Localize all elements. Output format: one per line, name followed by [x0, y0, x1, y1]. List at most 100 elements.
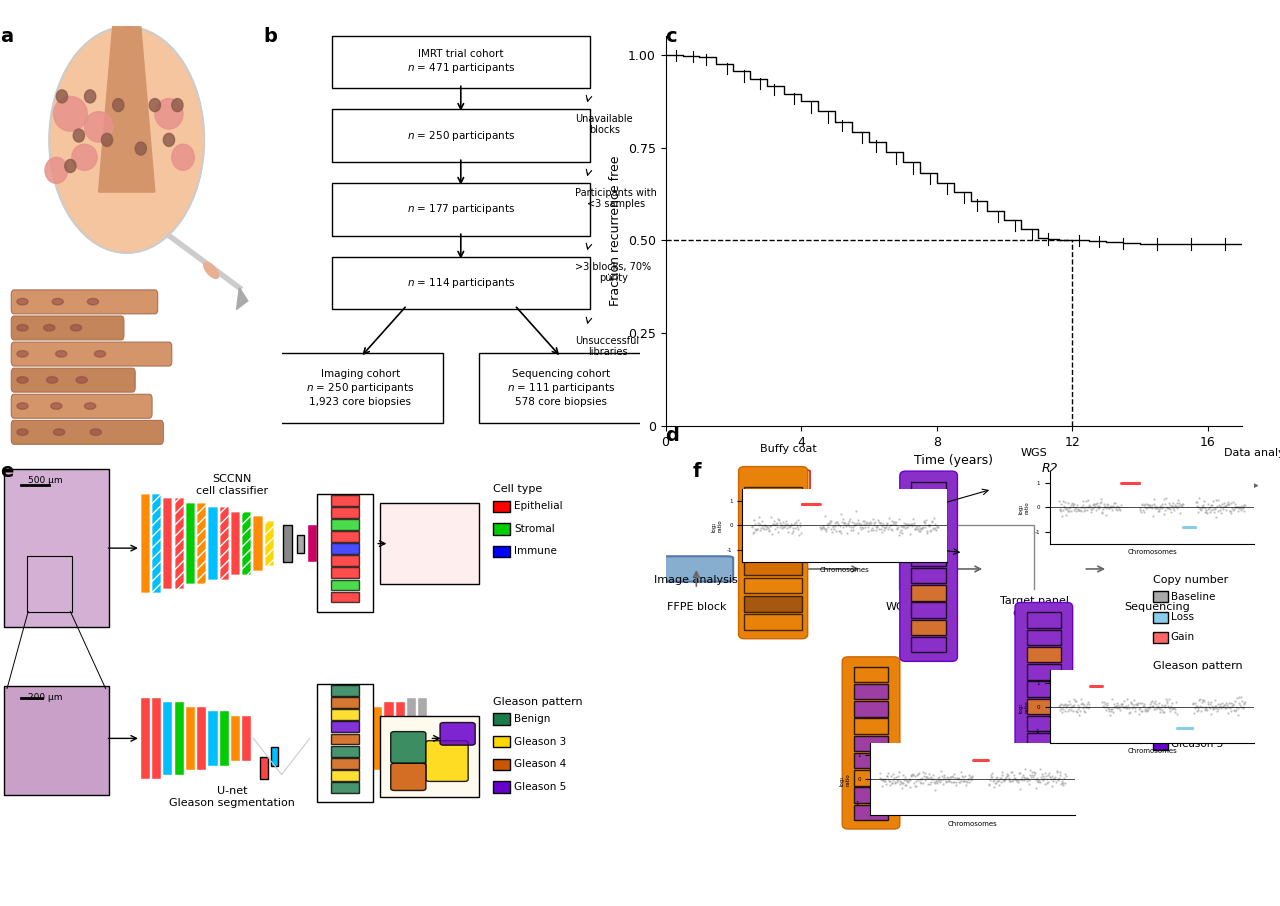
Point	[1105, 699, 1125, 714]
Point	[1231, 503, 1252, 517]
Point	[1125, 476, 1146, 490]
Point	[878, 519, 899, 534]
Point	[1029, 775, 1050, 789]
Point	[796, 496, 817, 511]
Point	[1181, 721, 1202, 736]
Point	[1116, 476, 1137, 490]
Point	[896, 773, 916, 787]
Point	[1229, 500, 1249, 515]
Point	[1005, 770, 1025, 785]
Text: e: e	[0, 462, 13, 481]
Point	[1082, 679, 1102, 693]
Point	[1074, 504, 1094, 518]
Point	[982, 766, 1002, 780]
Point	[984, 776, 1005, 790]
Point	[1065, 703, 1085, 718]
Point	[867, 523, 887, 537]
Point	[876, 520, 896, 535]
Point	[1178, 519, 1198, 534]
Point	[1062, 498, 1083, 513]
Point	[1101, 703, 1121, 718]
Point	[1029, 775, 1050, 789]
Text: Image analysis: Image analysis	[654, 574, 739, 585]
Point	[768, 512, 788, 526]
Point	[992, 765, 1012, 779]
Point	[979, 773, 1000, 787]
Point	[1128, 476, 1148, 490]
Point	[883, 517, 904, 532]
Point	[1208, 493, 1229, 507]
Point	[797, 496, 818, 511]
FancyBboxPatch shape	[1153, 591, 1167, 602]
Point	[756, 519, 777, 534]
Point	[1057, 496, 1078, 510]
Point	[1016, 771, 1037, 786]
Point	[897, 516, 918, 531]
Point	[1202, 498, 1222, 513]
Point	[1056, 507, 1076, 522]
FancyBboxPatch shape	[4, 469, 109, 628]
Point	[1192, 499, 1212, 514]
Point	[1080, 679, 1101, 693]
Point	[858, 519, 878, 534]
Point	[1019, 773, 1039, 787]
Point	[1193, 693, 1213, 708]
Point	[1188, 505, 1208, 519]
Point	[1137, 497, 1157, 512]
Point	[1206, 510, 1226, 525]
Point	[1208, 702, 1229, 717]
Point	[1176, 519, 1197, 534]
Point	[1129, 476, 1149, 490]
Point	[1128, 476, 1148, 490]
Point	[787, 518, 808, 533]
Point	[794, 496, 814, 511]
Point	[901, 769, 922, 784]
Point	[1135, 702, 1156, 717]
Point	[1023, 770, 1043, 785]
Point	[1178, 721, 1198, 736]
Point	[791, 525, 812, 540]
FancyBboxPatch shape	[12, 290, 157, 313]
Point	[1084, 679, 1105, 693]
Point	[1103, 705, 1124, 719]
Point	[1051, 774, 1071, 788]
Point	[886, 769, 906, 784]
Point	[923, 511, 943, 525]
Point	[1180, 721, 1201, 736]
Point	[929, 769, 950, 784]
Point	[842, 520, 863, 535]
Point	[1064, 496, 1084, 511]
Point	[1100, 501, 1120, 516]
Point	[1198, 697, 1219, 711]
Point	[1179, 519, 1199, 534]
Point	[1184, 519, 1204, 534]
Point	[1157, 500, 1178, 515]
Point	[795, 496, 815, 511]
Point	[840, 519, 860, 534]
Point	[1050, 698, 1070, 712]
Point	[792, 496, 813, 511]
Point	[1162, 498, 1183, 513]
Point	[744, 512, 764, 526]
Point	[1180, 721, 1201, 736]
Point	[1147, 500, 1167, 515]
Point	[794, 496, 814, 511]
Point	[968, 753, 988, 767]
Point	[1084, 679, 1105, 693]
Point	[915, 519, 936, 534]
Point	[980, 768, 1001, 783]
Point	[799, 496, 819, 511]
FancyBboxPatch shape	[1027, 750, 1061, 766]
Point	[1169, 496, 1189, 511]
FancyBboxPatch shape	[745, 523, 801, 539]
Ellipse shape	[50, 27, 205, 253]
Point	[1160, 501, 1180, 516]
Point	[1153, 705, 1174, 719]
Point	[1082, 679, 1102, 693]
Point	[1051, 504, 1071, 518]
Point	[947, 771, 968, 786]
Point	[790, 518, 810, 533]
Point	[1084, 679, 1105, 693]
Point	[826, 515, 846, 529]
FancyBboxPatch shape	[745, 596, 801, 612]
